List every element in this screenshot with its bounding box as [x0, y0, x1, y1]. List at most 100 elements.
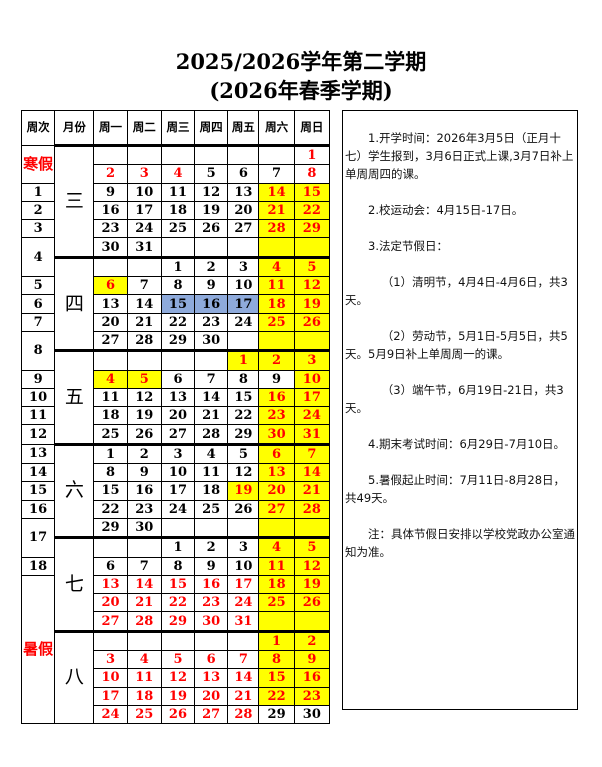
day-cell: 19	[160, 686, 196, 706]
header-sat: 周六	[258, 110, 295, 146]
day-cell: 23	[258, 406, 295, 426]
day-cell: 28	[227, 704, 260, 725]
header-month: 月份	[54, 110, 95, 146]
day-cell: 12	[194, 182, 229, 202]
day-cell: 28	[126, 330, 162, 352]
day-cell: 27	[93, 611, 128, 632]
empty-cell	[160, 143, 196, 166]
empty-cell	[126, 629, 162, 652]
day-cell: 25	[126, 704, 162, 725]
empty-cell	[227, 629, 260, 652]
day-cell: 11	[258, 556, 295, 576]
day-cell: 14	[126, 294, 162, 314]
calendar-row: 2 16 17 18 19 20 21 22	[20, 200, 331, 221]
day-cell: 10	[93, 668, 128, 688]
week-number: 13	[20, 443, 56, 465]
day-cell: 30	[93, 237, 128, 258]
day-cell: 12	[293, 556, 331, 576]
day-cell: 15	[227, 387, 260, 408]
day-cell: 6	[93, 276, 128, 296]
empty-cell	[160, 629, 196, 652]
empty-cell	[160, 237, 196, 258]
day-cell: 4	[258, 536, 295, 558]
calendar-row: 12 25 26 27 28 29 30 31	[20, 424, 331, 445]
week-number: 17	[20, 517, 56, 558]
empty-cell	[227, 143, 260, 166]
notes-panel: 1.开学时间：2026年3月5日（正月十七）学生报到，3月6日正式上课,3月7日…	[342, 110, 578, 710]
day-cell: 28	[126, 611, 162, 632]
note-item: 2.校运动会：4月15日-17日。	[368, 203, 524, 217]
empty-cell	[258, 143, 295, 166]
calendar-row: 17 18 19 20 21 22 23	[22, 686, 331, 706]
day-cell: 23	[194, 312, 229, 332]
week-number: 16	[20, 499, 56, 519]
day-cell: 20	[258, 481, 295, 501]
day-cell: 14	[293, 463, 331, 483]
day-cell: 30	[126, 517, 162, 539]
calendar-row: 寒假三 1	[20, 143, 331, 258]
empty-cell	[126, 255, 162, 278]
empty-cell	[126, 349, 162, 371]
day-cell: 2	[258, 349, 295, 371]
day-cell: 26	[160, 704, 196, 725]
week-number: 7	[20, 312, 56, 332]
day-cell: 24	[293, 406, 331, 426]
day-cell: 10	[227, 556, 260, 576]
calendar-row: 17 29 30	[20, 517, 331, 558]
day-cell: 21	[126, 593, 162, 613]
day-cell: 30	[194, 330, 229, 352]
note-item: （1）清明节，4月4日-4月6日，共3天。	[345, 275, 568, 307]
day-cell: 9	[93, 182, 128, 202]
day-cell: 4	[194, 442, 229, 465]
empty-cell	[258, 237, 295, 258]
empty-cell	[293, 330, 331, 352]
day-cell: 13	[258, 463, 295, 483]
day-cell: 26	[227, 499, 260, 519]
day-cell: 6	[160, 369, 196, 389]
day-cell: 1	[258, 629, 295, 652]
note-item: 1.开学时间：2026年3月5日（正月十七）学生报到，3月6日正式上课,3月7日…	[345, 131, 574, 181]
empty-cell	[194, 629, 229, 652]
day-cell: 17	[93, 686, 128, 706]
day-cell: 19	[293, 294, 331, 314]
calendar-row: 13 六 1 2 3 4 5 6 7	[20, 442, 331, 539]
week-number: 9	[20, 369, 56, 389]
empty-cell	[93, 349, 128, 371]
day-cell: 21	[126, 312, 162, 332]
empty-cell	[258, 517, 295, 539]
month-name: 四	[54, 255, 95, 352]
day-cell: 16	[126, 481, 162, 501]
day-cell: 20	[93, 593, 128, 613]
note-item: （2）劳动节，5月1日-5月5日，共5天。5月9日补上单周周一的课。	[345, 329, 568, 361]
day-cell: 5	[194, 164, 229, 184]
day-cell: 15	[160, 294, 196, 314]
day-cell: 21	[258, 200, 295, 221]
day-cell: 17	[227, 574, 260, 595]
calendar-row: 14 8 9 10 11 12 13 14	[20, 463, 331, 483]
day-cell: 7	[293, 442, 331, 465]
day-cell: 25	[194, 499, 229, 519]
calendar-row: 9 4 5 6 7 8 9 10	[20, 369, 331, 389]
day-cell: 17	[227, 294, 260, 314]
note-item: （3）端午节，6月19日-21日，共3天。	[345, 383, 564, 415]
day-cell: 3	[227, 536, 260, 558]
day-cell: 18	[258, 574, 295, 595]
day-cell: 8	[160, 556, 196, 576]
day-cell: 17	[126, 200, 162, 221]
day-cell: 13	[160, 387, 196, 408]
day-cell: 22	[258, 686, 295, 706]
day-cell: 16	[93, 200, 128, 221]
day-cell: 11	[126, 668, 162, 688]
day-cell: 9	[126, 463, 162, 483]
header-week: 周次	[20, 110, 56, 146]
week-number: 1	[20, 182, 56, 202]
calendar-table: 周次 月份 周一 周二 周三 周四 周五 周六 周日 寒假三 1 2 3 4 5 6 7 8 1 9…	[20, 110, 331, 725]
day-cell: 13	[194, 668, 229, 688]
calendar-row: 7 20 21 22 23 24 25 26	[20, 312, 331, 332]
calendar-row: 5 6 7 8 9 10 11 12	[20, 276, 331, 296]
day-cell: 3	[160, 442, 196, 465]
calendar-row: 10 11 12 13 14 15 16 17	[20, 387, 331, 408]
week-number: 寒假	[20, 145, 56, 184]
day-cell: 7	[227, 650, 260, 670]
